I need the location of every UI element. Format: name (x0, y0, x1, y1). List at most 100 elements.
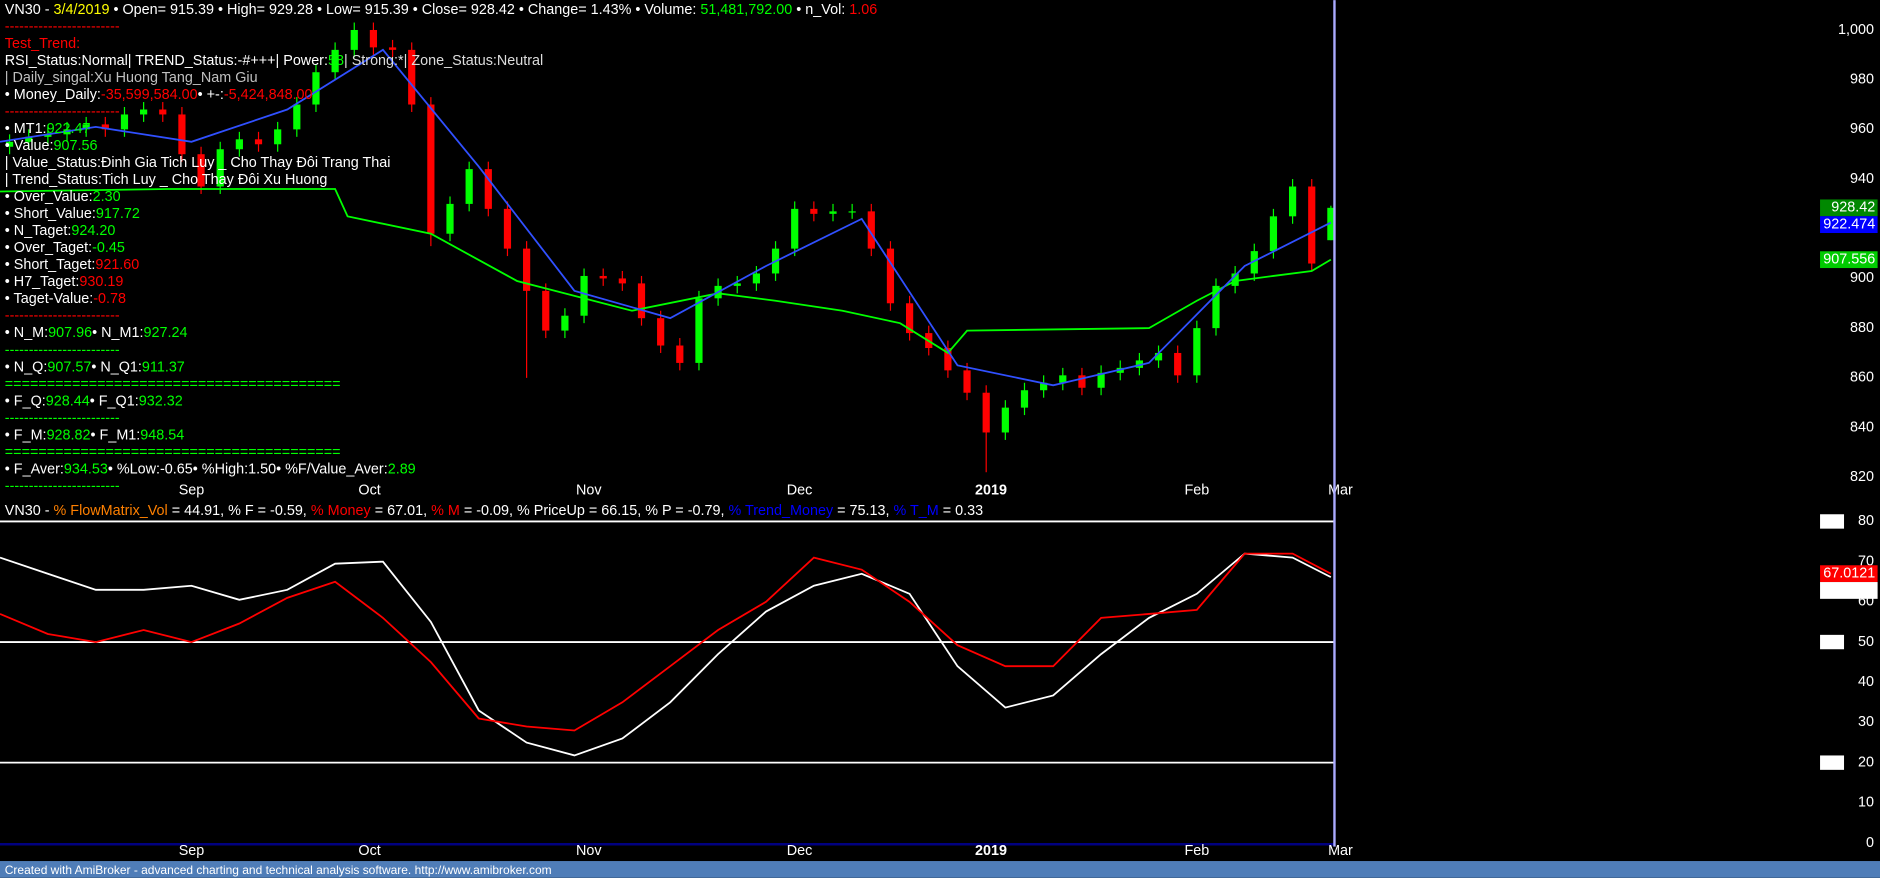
info-text: 928.44 (46, 393, 90, 409)
candle-body (542, 290, 550, 331)
candle-body (82, 124, 90, 130)
candle-body (637, 283, 646, 319)
info-text: • H7_Taget: (5, 274, 80, 290)
info-text: • N_M: (5, 325, 48, 341)
candle-body (369, 29, 378, 48)
info-text: • F_M1: (91, 427, 141, 443)
value-label-box (1820, 216, 1878, 234)
candle-body (618, 278, 626, 284)
info-text: | Strong:*| Zone_Status:Neutral (344, 53, 543, 69)
candle-body (810, 208, 818, 214)
candle-body (867, 211, 875, 249)
x-tick-label: Feb (1184, 482, 1209, 498)
reference-box (1820, 755, 1845, 770)
candle-body (1078, 375, 1086, 388)
info-line: | Value_Status:Đinh Gia Tich Luy _ Cho T… (5, 155, 391, 171)
candle-body (503, 208, 512, 249)
info-text: • Over_Taget: (5, 240, 92, 256)
value-label: 928.42 (1831, 200, 1875, 216)
info-line: • Over_Taget:-0.45 (5, 240, 125, 256)
y-tick-label: 960 (1850, 121, 1874, 137)
info-line: • N_Q:907.57• N_Q1:911.37 (5, 359, 185, 375)
candle-body (580, 275, 588, 316)
y-tick-label: 40 (1858, 674, 1874, 690)
info-line: RSI_Status:Normal| TREND_Status:-#+++| P… (5, 53, 543, 69)
info-line: ------------------------ (5, 19, 120, 35)
y-tick-label: 820 (1850, 469, 1874, 485)
info-line: • Taget-Value:-0.78 (5, 291, 126, 307)
y-tick-label: 30 (1858, 714, 1874, 730)
info-text: 907.56 (54, 138, 98, 154)
candle-body (484, 169, 492, 209)
info-text: 2.30 (93, 189, 121, 205)
x-tick-label: Mar (1328, 843, 1353, 859)
candle-body (829, 211, 837, 214)
info-line: VN30 - 3/4/2019 • Open= 915.39 • High= 9… (5, 2, 877, 18)
candle-body (1154, 352, 1163, 361)
info-text: RSI_Status:Normal| TREND_Status:-#+++| P… (5, 53, 328, 69)
x-tick-label: Dec (787, 843, 813, 859)
info-text: • N_Taget: (5, 223, 72, 239)
y-tick-label: 880 (1850, 320, 1874, 336)
info-line: ------------------------ (5, 410, 120, 426)
info-text: • Short_Taget: (5, 257, 96, 273)
info-text: • Taget-Value: (5, 291, 93, 307)
info-line: ======================================== (5, 376, 341, 392)
info-line: • Short_Taget:921.60 (5, 257, 140, 273)
candle-body (446, 203, 454, 234)
candle-body (235, 139, 243, 150)
legend-entry: = 75.13, (833, 503, 893, 519)
legend-entry: % Money (311, 503, 372, 519)
info-text: 3/4/2019 (54, 2, 110, 18)
candle-body (254, 139, 263, 145)
info-text: 924.20 (71, 223, 115, 239)
candle-body (733, 283, 741, 286)
candle-body (695, 298, 703, 363)
info-line: • N_M:907.96• N_M1:927.24 (5, 325, 188, 341)
info-text: • +-: (198, 87, 224, 103)
info-line: • F_Q:928.44• F_Q1:932.32 (5, 393, 183, 409)
info-text: 934.53 (64, 461, 108, 477)
candle-body (848, 211, 856, 213)
series-line (0, 188, 1332, 355)
info-text: ======================================== (5, 376, 341, 392)
candle-body (1059, 375, 1067, 383)
candle-body (1231, 273, 1239, 286)
x-tick-label: 2019 (975, 482, 1007, 498)
info-text: -0.78 (93, 291, 126, 307)
info-text: | Value_Status:Đinh Gia Tich Luy _ Cho T… (5, 155, 391, 171)
candle-body (293, 104, 301, 130)
candle-body (561, 315, 569, 331)
info-text: 921.60 (95, 257, 139, 273)
info-line: • Money_Daily:-35,599,584.00• +-:-5,424,… (5, 87, 313, 103)
y-tick-label: 1,000 (1838, 22, 1874, 38)
value-label: 67.0121 (1823, 565, 1875, 581)
info-text: • F_Aver: (5, 461, 64, 477)
candle-body (1135, 360, 1143, 368)
info-text: 2.89 (388, 461, 416, 477)
info-line: • F_Aver:934.53• %Low:-0.65• %High:1.50•… (5, 461, 416, 477)
legend-entry: VN30 - (5, 503, 54, 519)
info-text: • %Low:-0.65• %High:1.50• %F/Value_Aver: (108, 461, 388, 477)
info-text: Test_Trend: (5, 36, 80, 52)
info-text: • Open= 915.39 • High= 929.28 • Low= 915… (109, 2, 700, 18)
candle-body (982, 392, 990, 433)
info-text: ------------------------ (5, 19, 120, 35)
candle-body (1001, 407, 1009, 433)
candle-body (963, 370, 971, 393)
candle-body (120, 114, 129, 130)
info-text: 932.32 (139, 393, 183, 409)
candle-body (427, 104, 435, 234)
candle-body (159, 109, 167, 115)
info-text: • F_Q1: (90, 393, 139, 409)
candle-body (388, 47, 397, 50)
candle-body (657, 318, 665, 346)
candle-body (274, 129, 282, 145)
candle-body (101, 124, 109, 130)
info-text: • Over_Value: (5, 189, 93, 205)
candle-body (178, 114, 186, 155)
legend-entry: % M (431, 503, 460, 519)
candle-body (676, 345, 684, 363)
info-text: ------------------------ (5, 410, 120, 426)
